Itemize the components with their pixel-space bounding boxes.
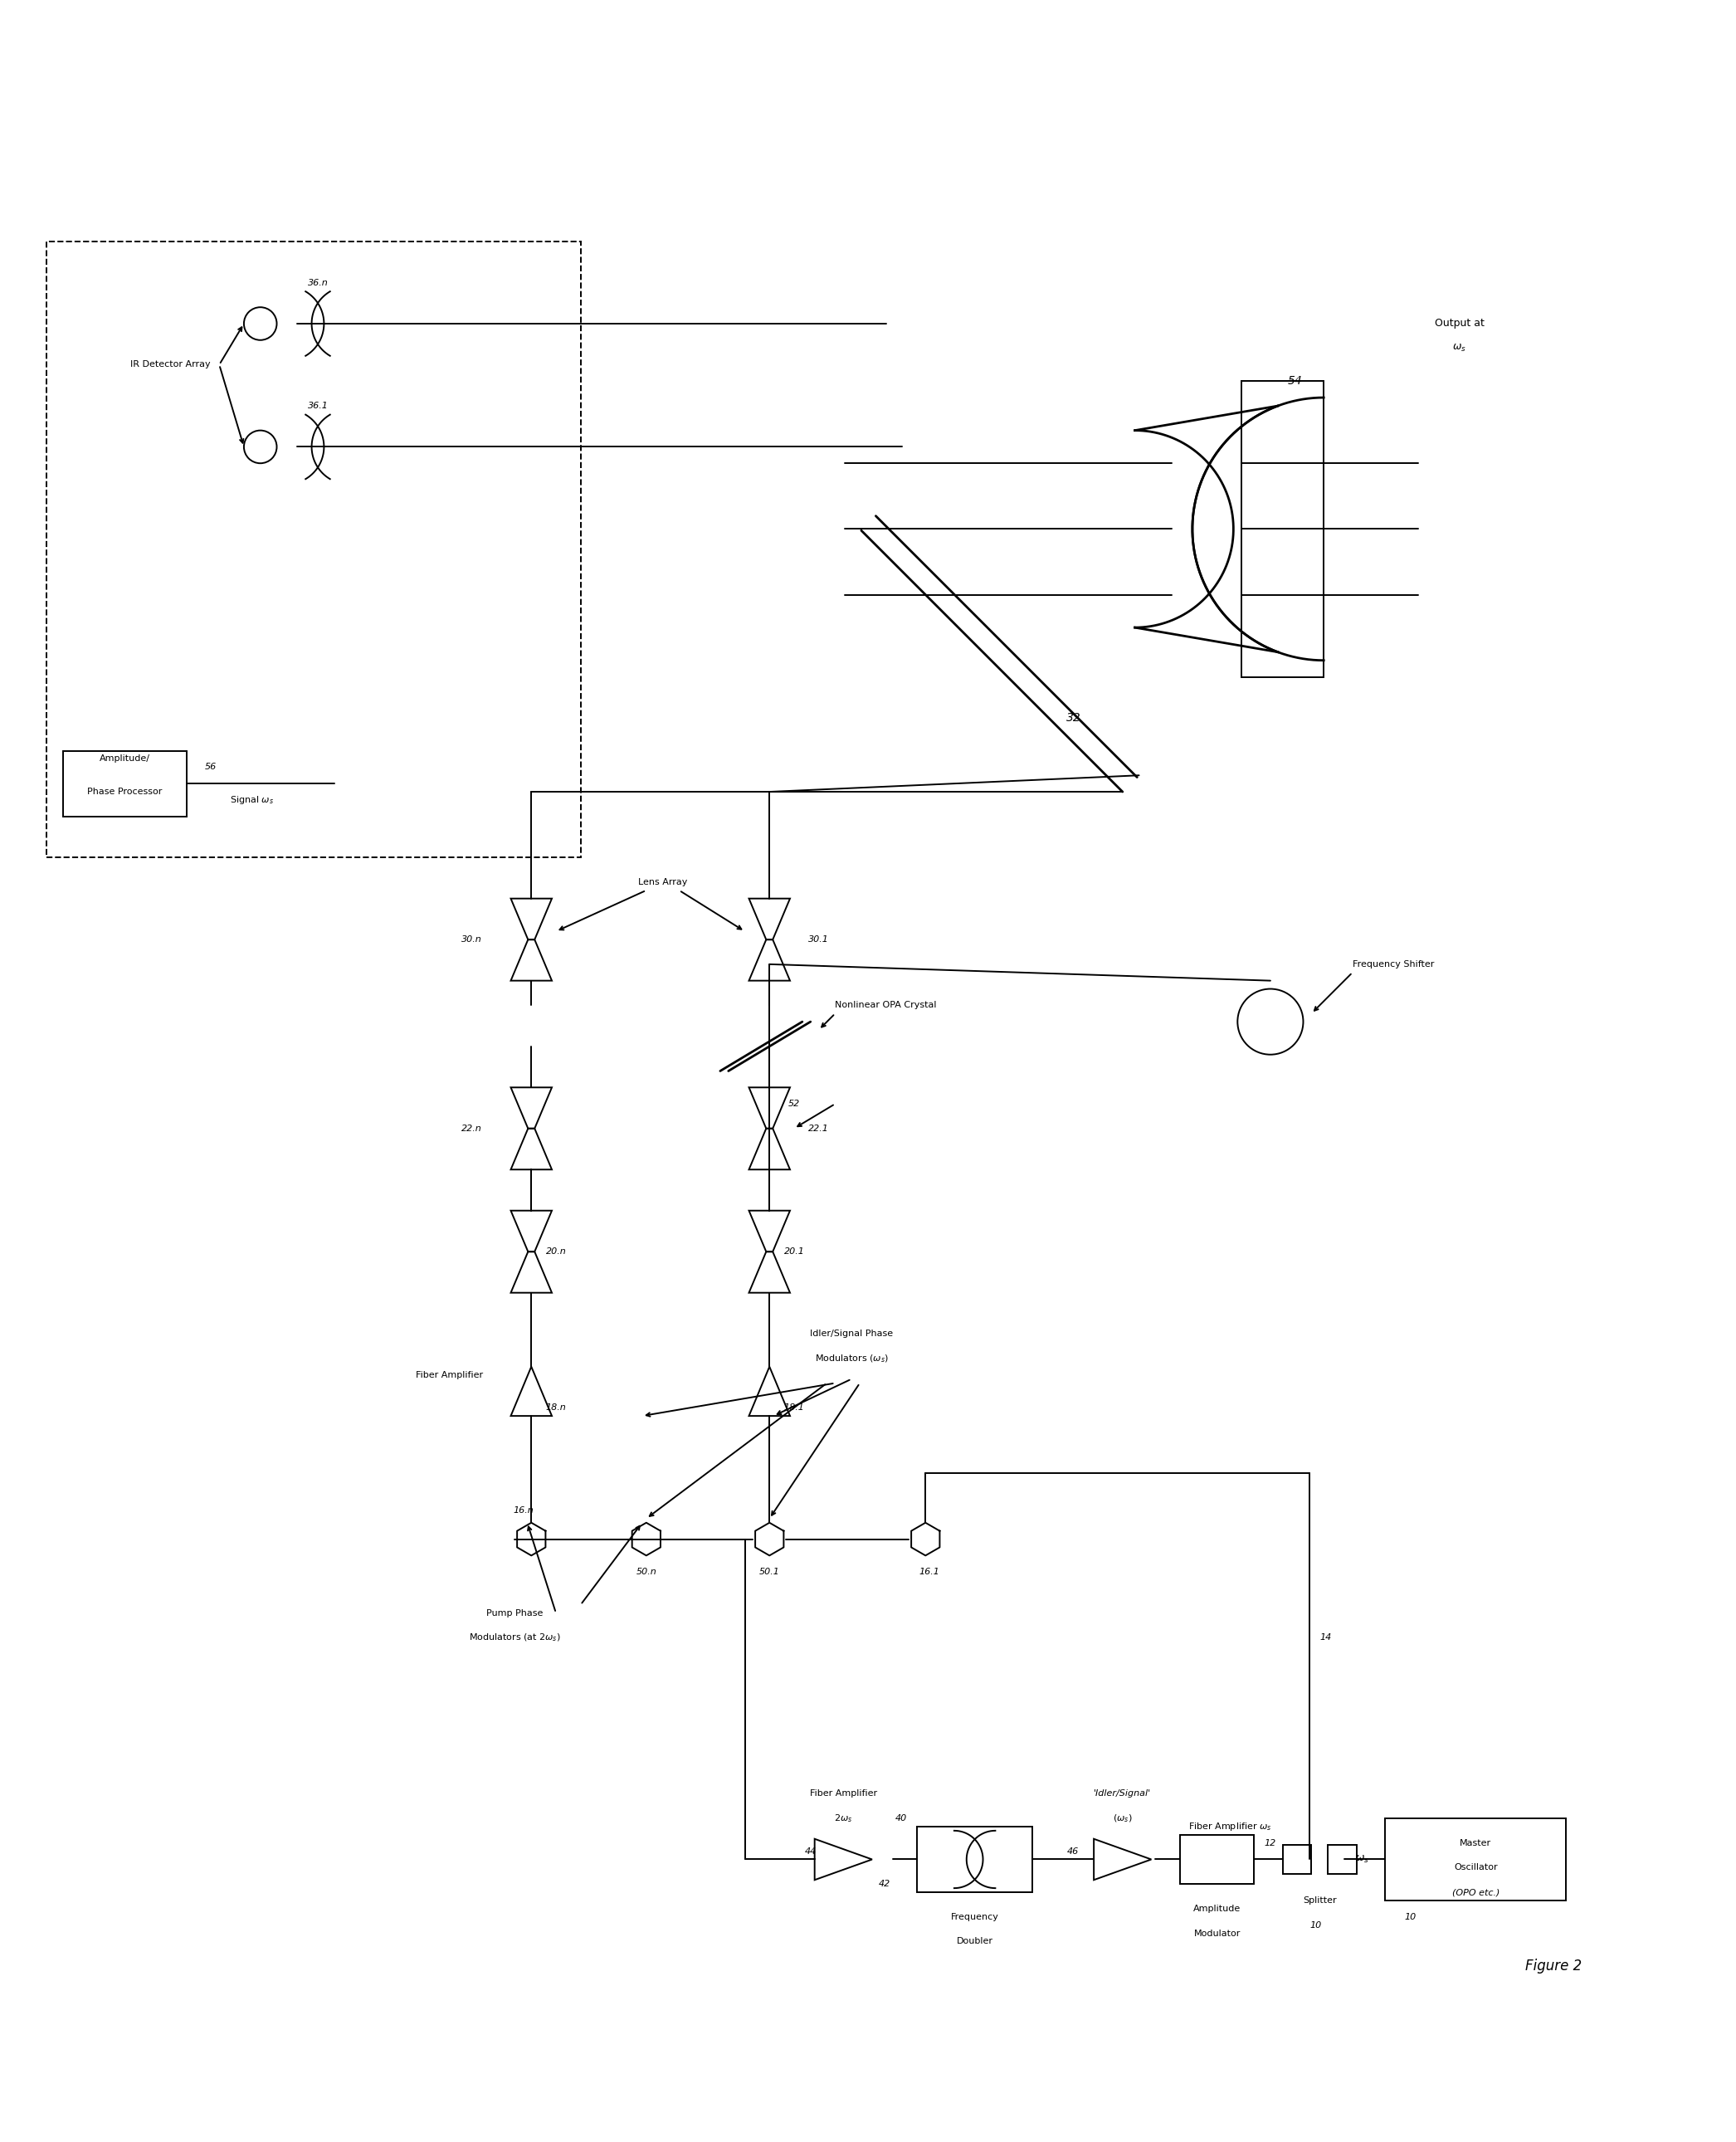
Text: Fiber Amplifier: Fiber Amplifier [809,1789,877,1797]
Text: Phase Processor: Phase Processor [87,788,163,797]
Text: 46: 46 [1068,1846,1080,1855]
Text: 40: 40 [896,1814,906,1823]
Text: 54: 54 [1288,375,1302,388]
Text: Pump Phase: Pump Phase [486,1609,543,1617]
Text: $\omega_s$: $\omega_s$ [1453,343,1467,353]
Text: Amplitude: Amplitude [1193,1904,1241,1913]
Text: Fiber Amplifier: Fiber Amplifier [415,1371,483,1379]
Text: 32: 32 [1066,711,1080,724]
Text: 56: 56 [205,763,217,771]
Text: Nonlinear OPA Crystal: Nonlinear OPA Crystal [835,1000,937,1009]
Bar [1283,1844,1311,1874]
Bar [47,242,580,857]
Bar [917,1827,1033,1891]
Text: 50.1: 50.1 [759,1568,779,1577]
Bar [1328,1844,1356,1874]
Text: Modulators ($\omega_s$): Modulators ($\omega_s$) [814,1354,889,1364]
Text: 36.1: 36.1 [307,403,328,409]
Text: Master: Master [1460,1838,1491,1846]
Text: $2\omega_s$: $2\omega_s$ [833,1812,852,1825]
Text: Oscillator: Oscillator [1453,1864,1498,1872]
Text: 50.n: 50.n [635,1568,656,1577]
Text: Output at: Output at [1434,319,1484,330]
Text: 10: 10 [1309,1921,1321,1930]
Text: 36.n: 36.n [307,278,328,287]
Bar [1180,1836,1253,1885]
Text: Frequency Shifter: Frequency Shifter [1352,960,1434,968]
Text: Modulators (at 2$\omega_s$): Modulators (at 2$\omega_s$) [469,1632,561,1643]
Bar [1385,1819,1566,1900]
Text: $\omega_s$: $\omega_s$ [1354,1855,1370,1866]
Text: IR Detector Array: IR Detector Array [130,360,210,368]
Bar [62,750,186,816]
Text: 52: 52 [788,1099,800,1107]
Text: Signal $\omega_s$: Signal $\omega_s$ [231,795,274,805]
Text: 44: 44 [804,1846,816,1855]
Text: ($\omega_s$): ($\omega_s$) [1113,1812,1132,1825]
Text: Idler/Signal Phase: Idler/Signal Phase [811,1330,892,1339]
Text: Amplitude/: Amplitude/ [99,754,149,763]
Text: Modulator: Modulator [1194,1930,1241,1939]
Text: 18.1: 18.1 [783,1403,804,1412]
Bar [1241,381,1325,677]
Text: 20.n: 20.n [545,1247,566,1255]
Text: 20.1: 20.1 [783,1247,804,1255]
Text: 30.n: 30.n [462,936,483,945]
Text: 'Idler/Signal': 'Idler/Signal' [1094,1789,1151,1797]
Text: (OPO etc.): (OPO etc.) [1451,1887,1500,1896]
Text: 42: 42 [878,1881,891,1889]
Text: 16.1: 16.1 [920,1568,939,1577]
Text: 10: 10 [1404,1913,1417,1921]
Text: Doubler: Doubler [957,1936,993,1945]
Text: 30.1: 30.1 [809,936,830,945]
Text: 22.n: 22.n [462,1125,483,1133]
Text: Lens Array: Lens Array [639,878,687,887]
Text: 18.n: 18.n [545,1403,566,1412]
Text: 22.1: 22.1 [809,1125,830,1133]
Text: Frequency: Frequency [951,1913,998,1921]
Text: 16.n: 16.n [512,1506,533,1514]
Text: Fiber Amplifier $\omega_s$: Fiber Amplifier $\omega_s$ [1187,1821,1271,1831]
Text: Splitter: Splitter [1302,1896,1337,1904]
Text: 14: 14 [1319,1634,1332,1641]
Text: 12: 12 [1264,1838,1276,1846]
Text: Figure 2: Figure 2 [1524,1958,1581,1973]
